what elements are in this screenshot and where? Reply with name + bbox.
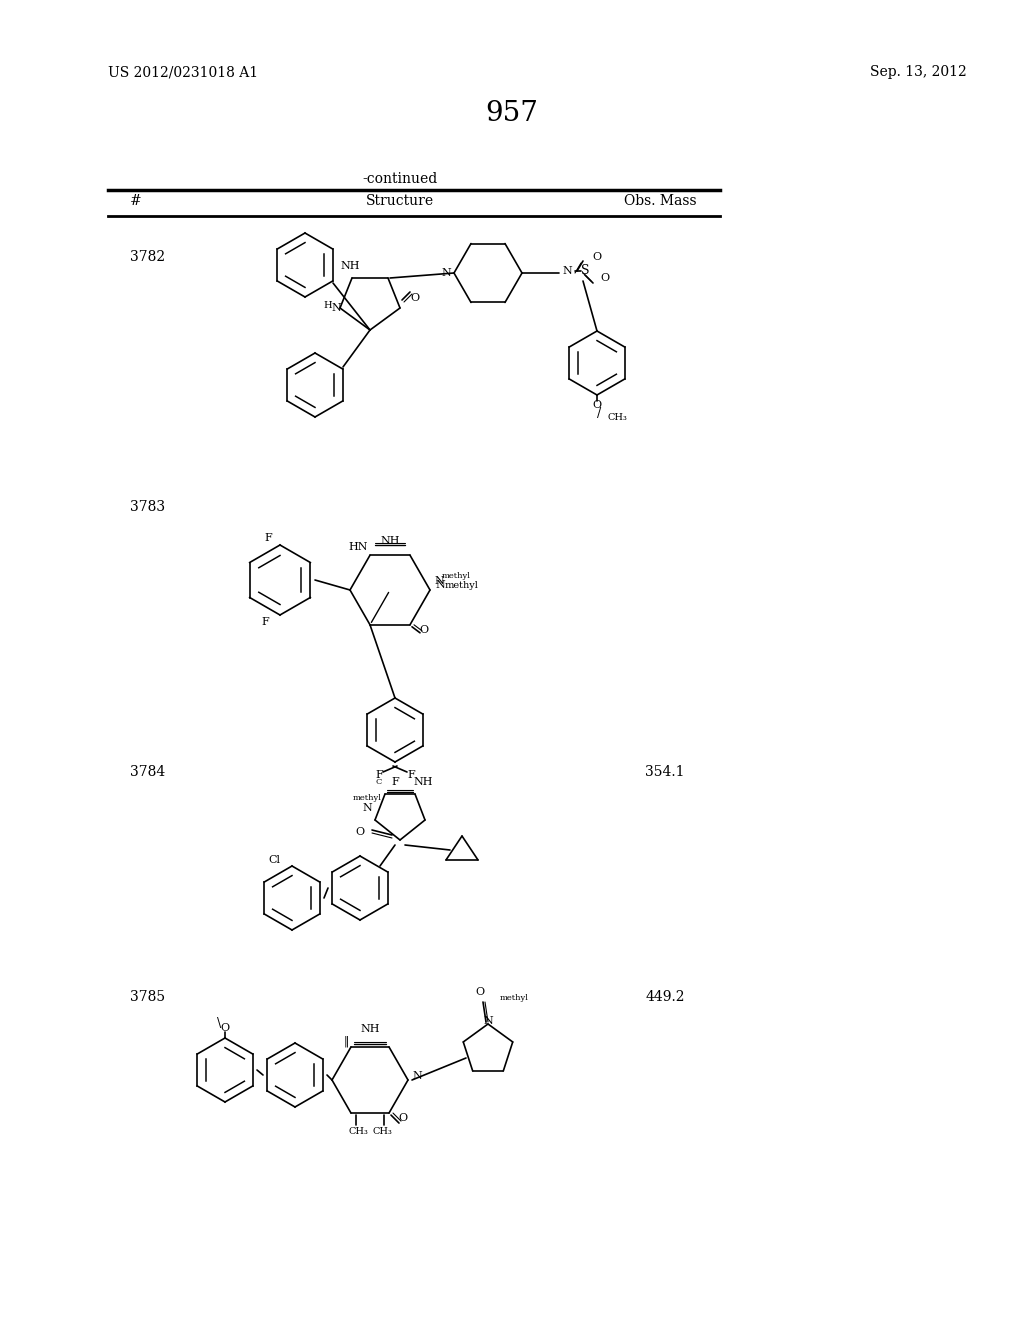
Text: methyl: methyl [352,795,382,803]
Text: O: O [398,1113,408,1123]
Text: NH: NH [360,1024,380,1034]
Text: Structure: Structure [366,194,434,209]
Text: O: O [420,624,429,635]
Text: N: N [435,579,444,590]
Text: N: N [483,1016,493,1026]
Text: 957: 957 [485,100,539,127]
Text: #: # [130,194,141,209]
Text: ‖: ‖ [343,1035,349,1047]
Text: Sep. 13, 2012: Sep. 13, 2012 [870,65,967,79]
Text: H: H [324,301,333,310]
Text: 3783: 3783 [130,500,165,513]
Text: O: O [411,293,420,304]
Text: 3784: 3784 [130,766,165,779]
Text: methyl: methyl [500,994,529,1002]
Text: N: N [331,304,341,313]
Text: F: F [375,770,383,780]
Text: O: O [220,1023,229,1034]
Text: -continued: -continued [362,172,437,186]
Text: methyl: methyl [442,572,471,579]
Text: 354.1: 354.1 [645,766,685,779]
Text: NH: NH [380,536,399,546]
Text: NH: NH [340,261,359,271]
Text: Cl: Cl [268,855,280,865]
Text: N: N [441,268,451,279]
Text: 449.2: 449.2 [645,990,685,1005]
Text: 3785: 3785 [130,990,165,1005]
Text: NH: NH [414,777,433,787]
Text: HN: HN [348,543,368,552]
Text: US 2012/0231018 A1: US 2012/0231018 A1 [108,65,258,79]
Text: O: O [355,828,365,837]
Text: F: F [264,533,272,543]
Text: O: O [593,252,601,261]
Text: N: N [562,267,571,276]
Text: N: N [412,1071,422,1081]
Text: C: C [376,777,382,785]
Text: methyl: methyl [445,581,479,590]
Text: N: N [434,576,443,586]
Text: F: F [261,616,269,627]
Text: O: O [600,273,609,282]
Text: F: F [408,770,415,780]
Text: S: S [581,264,589,277]
Text: CH₃: CH₃ [372,1126,392,1135]
Text: O: O [593,400,601,411]
Text: CH₃: CH₃ [607,413,627,422]
Text: F: F [391,777,399,787]
Text: CH₃: CH₃ [348,1126,368,1135]
Text: N: N [362,803,372,813]
Text: 3782: 3782 [130,249,165,264]
Text: /: / [597,407,601,420]
Text: \: \ [217,1018,221,1031]
Text: O: O [475,987,484,997]
Text: Obs. Mass: Obs. Mass [624,194,696,209]
